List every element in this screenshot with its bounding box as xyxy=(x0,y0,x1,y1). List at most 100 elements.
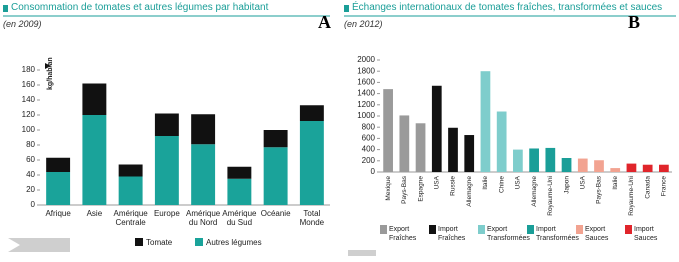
title-marker xyxy=(344,5,349,12)
x-tick-label: Pays-Bas xyxy=(401,175,408,204)
x-tick-label: Amérique Centrale xyxy=(113,209,148,227)
y-tick-label: 60 xyxy=(26,155,35,164)
bar-segment xyxy=(263,130,288,148)
legend-swatch xyxy=(576,225,583,234)
legend-swatch xyxy=(527,225,534,234)
bar xyxy=(642,164,653,172)
y-tick-label: 40 xyxy=(26,170,35,179)
bar-segment xyxy=(299,121,324,205)
x-tick-label: Royaume-Uni xyxy=(547,176,554,216)
x-tick-label: USA xyxy=(579,175,586,189)
x-tick-label: Canada xyxy=(644,176,651,199)
x-tick-label: Océanie xyxy=(260,209,291,218)
bar xyxy=(513,149,523,172)
legend-swatch xyxy=(135,238,143,246)
legend-label: Export Sauces xyxy=(585,226,609,242)
bar xyxy=(480,71,491,172)
legend-label: Tomate xyxy=(146,238,173,247)
legend-swatch xyxy=(380,225,387,234)
bar-segment xyxy=(46,172,71,205)
bar-segment xyxy=(46,157,71,172)
bar xyxy=(610,168,621,172)
legend-label: Import Transformées xyxy=(536,226,579,242)
y-tick-label: 1200 xyxy=(357,100,375,109)
x-tick-label: Amérique du Nord xyxy=(186,209,221,227)
bar xyxy=(545,147,556,172)
y-tick-label: 200 xyxy=(362,156,376,165)
y-tick-label: 1400 xyxy=(357,89,375,98)
x-tick-label: Afrique xyxy=(45,209,71,218)
bar xyxy=(626,163,637,172)
chart-subtitle: (en 2009) xyxy=(3,19,42,29)
x-tick-label: Amérique du Sud xyxy=(222,209,257,227)
chart-subtitle: (en 2012) xyxy=(344,19,383,29)
legend-label: Export Transformées xyxy=(487,226,530,242)
bar-segment xyxy=(118,176,143,205)
bar-segment xyxy=(299,105,324,121)
y-tick-label: 2000 xyxy=(357,55,375,64)
chart-label: B xyxy=(628,12,641,32)
x-tick-label: Mexique xyxy=(385,176,392,201)
x-tick-label: Japon xyxy=(563,176,570,194)
legend-label: Export Fraîches xyxy=(389,226,417,242)
legend-swatch xyxy=(478,225,485,234)
bar-segment xyxy=(82,115,107,205)
title-marker xyxy=(3,5,8,12)
y-tick-label: 1600 xyxy=(357,78,375,87)
y-tick-label: 80 xyxy=(26,140,35,149)
bar xyxy=(496,111,507,172)
x-tick-label: Asie xyxy=(86,209,103,218)
y-tick-label: 600 xyxy=(362,134,376,143)
y-tick-label: 0 xyxy=(31,200,36,209)
bar-segment xyxy=(227,178,252,205)
bar-segment xyxy=(191,114,216,145)
x-tick-label: Allemagne xyxy=(531,176,538,207)
x-tick-label: Pays-Bas xyxy=(596,175,603,204)
bar-segment xyxy=(263,147,288,205)
x-tick-label: France xyxy=(661,176,668,197)
x-tick-label: Chine xyxy=(498,176,505,193)
y-axis-arrow xyxy=(45,63,51,69)
bar-segment xyxy=(154,113,179,136)
legend-swatch xyxy=(429,225,436,234)
bar xyxy=(577,158,588,172)
bar-segment xyxy=(227,166,252,179)
legend-swatch xyxy=(625,225,632,234)
bar xyxy=(529,148,539,172)
y-tick-label: 120 xyxy=(22,110,36,119)
y-tick-label: 20 xyxy=(26,185,35,194)
legend-label: Import Sauces xyxy=(634,226,658,242)
y-tick-label: 180 xyxy=(22,65,36,74)
y-tick-label: 1000 xyxy=(357,111,375,120)
x-tick-label: Italie xyxy=(612,176,619,190)
bar xyxy=(594,160,604,172)
bar-segment xyxy=(191,144,216,205)
legend-label: Import Fraîches xyxy=(438,226,466,242)
bar-segment xyxy=(154,136,179,205)
y-tick-label: 160 xyxy=(22,80,36,89)
bar xyxy=(464,135,475,172)
bar xyxy=(383,89,393,172)
x-tick-label: USA xyxy=(433,175,440,189)
bar xyxy=(659,164,669,172)
x-tick-label: Allemagne xyxy=(466,176,473,207)
y-tick-label: 1800 xyxy=(357,66,375,75)
legend-swatch xyxy=(195,238,203,246)
bar xyxy=(448,127,458,172)
y-tick-label: 100 xyxy=(22,125,36,134)
y-axis-label: kg/hab/an xyxy=(47,57,54,90)
chart-title: Consommation de tomates et autres légume… xyxy=(11,2,269,13)
footer-band xyxy=(8,238,70,252)
chart-title: Échanges internationaux de tomates fraîc… xyxy=(352,2,663,13)
legend-label: Autres légumes xyxy=(206,238,262,247)
y-tick-label: 0 xyxy=(371,167,376,176)
y-tick-label: 400 xyxy=(362,145,376,154)
bar xyxy=(415,123,426,172)
bar xyxy=(431,85,442,172)
y-tick-label: 140 xyxy=(22,95,36,104)
x-tick-label: Europe xyxy=(153,209,180,218)
bar-segment xyxy=(82,83,107,115)
bar xyxy=(561,158,572,172)
x-tick-label: USA xyxy=(515,175,522,189)
